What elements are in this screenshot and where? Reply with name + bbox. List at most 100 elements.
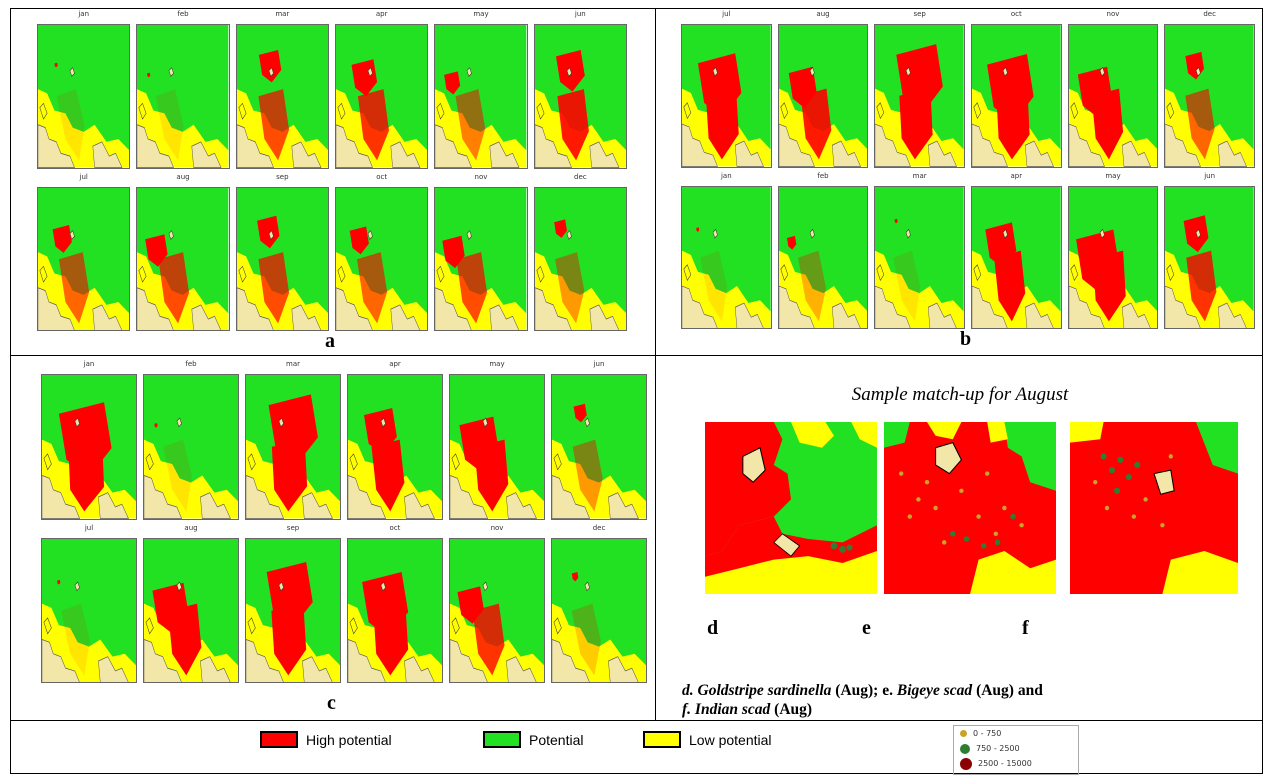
- dot-legend-label-1: 0 - 750: [973, 729, 1002, 738]
- month-label: jul: [84, 523, 94, 532]
- month-label: dec: [592, 523, 606, 532]
- month-map-image: [1067, 185, 1159, 329]
- month-map-a-dec: dec: [531, 173, 630, 336]
- month-label: mar: [286, 360, 300, 368]
- month-label: oct: [1010, 10, 1022, 18]
- month-map-image: [970, 185, 1062, 329]
- catch-dot-legend: 0 - 750 750 - 2500 2500 - 15000: [953, 725, 1079, 775]
- map-grid-a: jan feb mar apr may jun jul aug sep oct nov dec: [34, 10, 630, 335]
- vertical-divider: [655, 8, 656, 720]
- month-label: jun: [593, 360, 605, 368]
- legend-high-label: High potential: [306, 731, 392, 748]
- species-caption-line-2: f. Indian scad (Aug): [682, 701, 812, 719]
- panel-letter-e: e: [862, 617, 871, 639]
- month-map-image: [335, 24, 429, 169]
- legend-low-label: Low potential: [689, 731, 772, 748]
- month-map-a-jul: jul: [34, 173, 133, 336]
- month-label: apr: [375, 10, 388, 18]
- month-map-a-jan: jan: [34, 10, 133, 173]
- matchup-title: Sample match-up for August: [851, 384, 1069, 405]
- caption-d-prefix: d.: [682, 682, 698, 699]
- panel-letter-a: a: [325, 330, 335, 352]
- month-map-a-feb: feb: [133, 10, 232, 173]
- month-label: nov: [474, 172, 488, 181]
- month-map-a-sep: sep: [233, 173, 332, 336]
- month-map-image: [143, 537, 239, 683]
- month-map-image: [874, 185, 965, 329]
- month-map-c-apr: apr: [344, 360, 446, 524]
- month-label: feb: [177, 10, 189, 18]
- month-map-image: [449, 537, 545, 683]
- month-map-image: [37, 24, 131, 169]
- month-map-image: [347, 374, 443, 520]
- dot-legend-row-2: 750 - 2500: [954, 741, 1078, 756]
- potential-swatch: [483, 731, 521, 748]
- month-map-image: [551, 537, 647, 683]
- dot-legend-label-3: 2500 - 15000: [978, 759, 1032, 768]
- month-label: jul: [79, 172, 88, 181]
- legend-low-potential: Low potential: [643, 731, 772, 748]
- month-map-image: [970, 24, 1062, 168]
- caption-f-suffix: (Aug): [770, 701, 813, 718]
- month-label: mar: [912, 171, 927, 180]
- month-map-c-dec: dec: [548, 524, 650, 688]
- month-label: feb: [817, 171, 829, 180]
- panel-c: jan feb mar apr may jun jul aug sep oct nov dec: [38, 360, 650, 687]
- legend-high-potential: High potential: [260, 731, 392, 748]
- panel-letter-c: c: [327, 692, 336, 714]
- month-map-image: [245, 374, 341, 520]
- caption-f-prefix: f.: [682, 701, 695, 718]
- month-map-c-jul: jul: [38, 524, 140, 688]
- month-map-image: [347, 537, 443, 683]
- month-map-image: [245, 537, 341, 683]
- month-map-image: [335, 186, 429, 331]
- month-map-a-oct: oct: [332, 173, 431, 336]
- map-grid-c: jan feb mar apr may jun jul aug sep oct nov dec: [38, 360, 650, 687]
- month-label: may: [473, 10, 489, 18]
- month-label: jun: [574, 10, 586, 18]
- month-map-image: [136, 24, 230, 169]
- month-label: oct: [389, 523, 401, 532]
- month-label: aug: [176, 172, 190, 181]
- caption-e-suffix: (Aug) and: [972, 682, 1043, 699]
- month-map-b-aug: aug: [775, 10, 872, 172]
- month-map-image: [41, 374, 137, 520]
- legend-potential: Potential: [483, 731, 583, 748]
- month-label: jan: [720, 171, 732, 180]
- month-map-b-jan: jan: [678, 172, 775, 334]
- month-map-image: [777, 185, 869, 329]
- month-label: aug: [184, 523, 198, 532]
- month-map-image: [681, 24, 772, 168]
- month-map-image: [143, 374, 239, 520]
- month-map-image: [681, 185, 772, 329]
- dot-high-icon: [960, 757, 972, 770]
- month-label: feb: [185, 360, 197, 368]
- month-label: mar: [275, 10, 290, 18]
- month-label: apr: [1010, 171, 1023, 180]
- species-caption-line-1: d. Goldstripe sardinella (Aug); e. Bigey…: [682, 682, 1043, 700]
- matchup-map-e: [884, 422, 1056, 594]
- month-label: sep: [276, 172, 289, 181]
- month-map-c-mar: mar: [242, 360, 344, 524]
- horizontal-divider-middle: [10, 355, 1263, 356]
- month-map-c-may: may: [446, 360, 548, 524]
- month-label: jan: [83, 360, 95, 368]
- month-map-c-oct: oct: [344, 524, 446, 688]
- month-map-image: [136, 186, 230, 331]
- legend-potential-label: Potential: [529, 731, 584, 748]
- month-label: may: [1105, 171, 1121, 180]
- month-label: jan: [78, 10, 89, 18]
- month-map-a-nov: nov: [431, 173, 530, 336]
- month-map-a-jun: jun: [531, 10, 630, 173]
- map-grid-b: jul aug sep oct nov dec jan feb mar apr may jun: [678, 10, 1258, 333]
- month-map-c-sep: sep: [242, 524, 344, 688]
- month-map-image: [533, 24, 627, 169]
- month-map-image: [449, 374, 545, 520]
- month-map-b-sep: sep: [871, 10, 968, 172]
- month-map-image: [533, 186, 627, 331]
- low-potential-swatch: [643, 731, 681, 748]
- month-map-b-mar: mar: [871, 172, 968, 334]
- month-label: jun: [1204, 171, 1216, 180]
- month-label: oct: [376, 172, 388, 181]
- month-map-image: [235, 24, 329, 169]
